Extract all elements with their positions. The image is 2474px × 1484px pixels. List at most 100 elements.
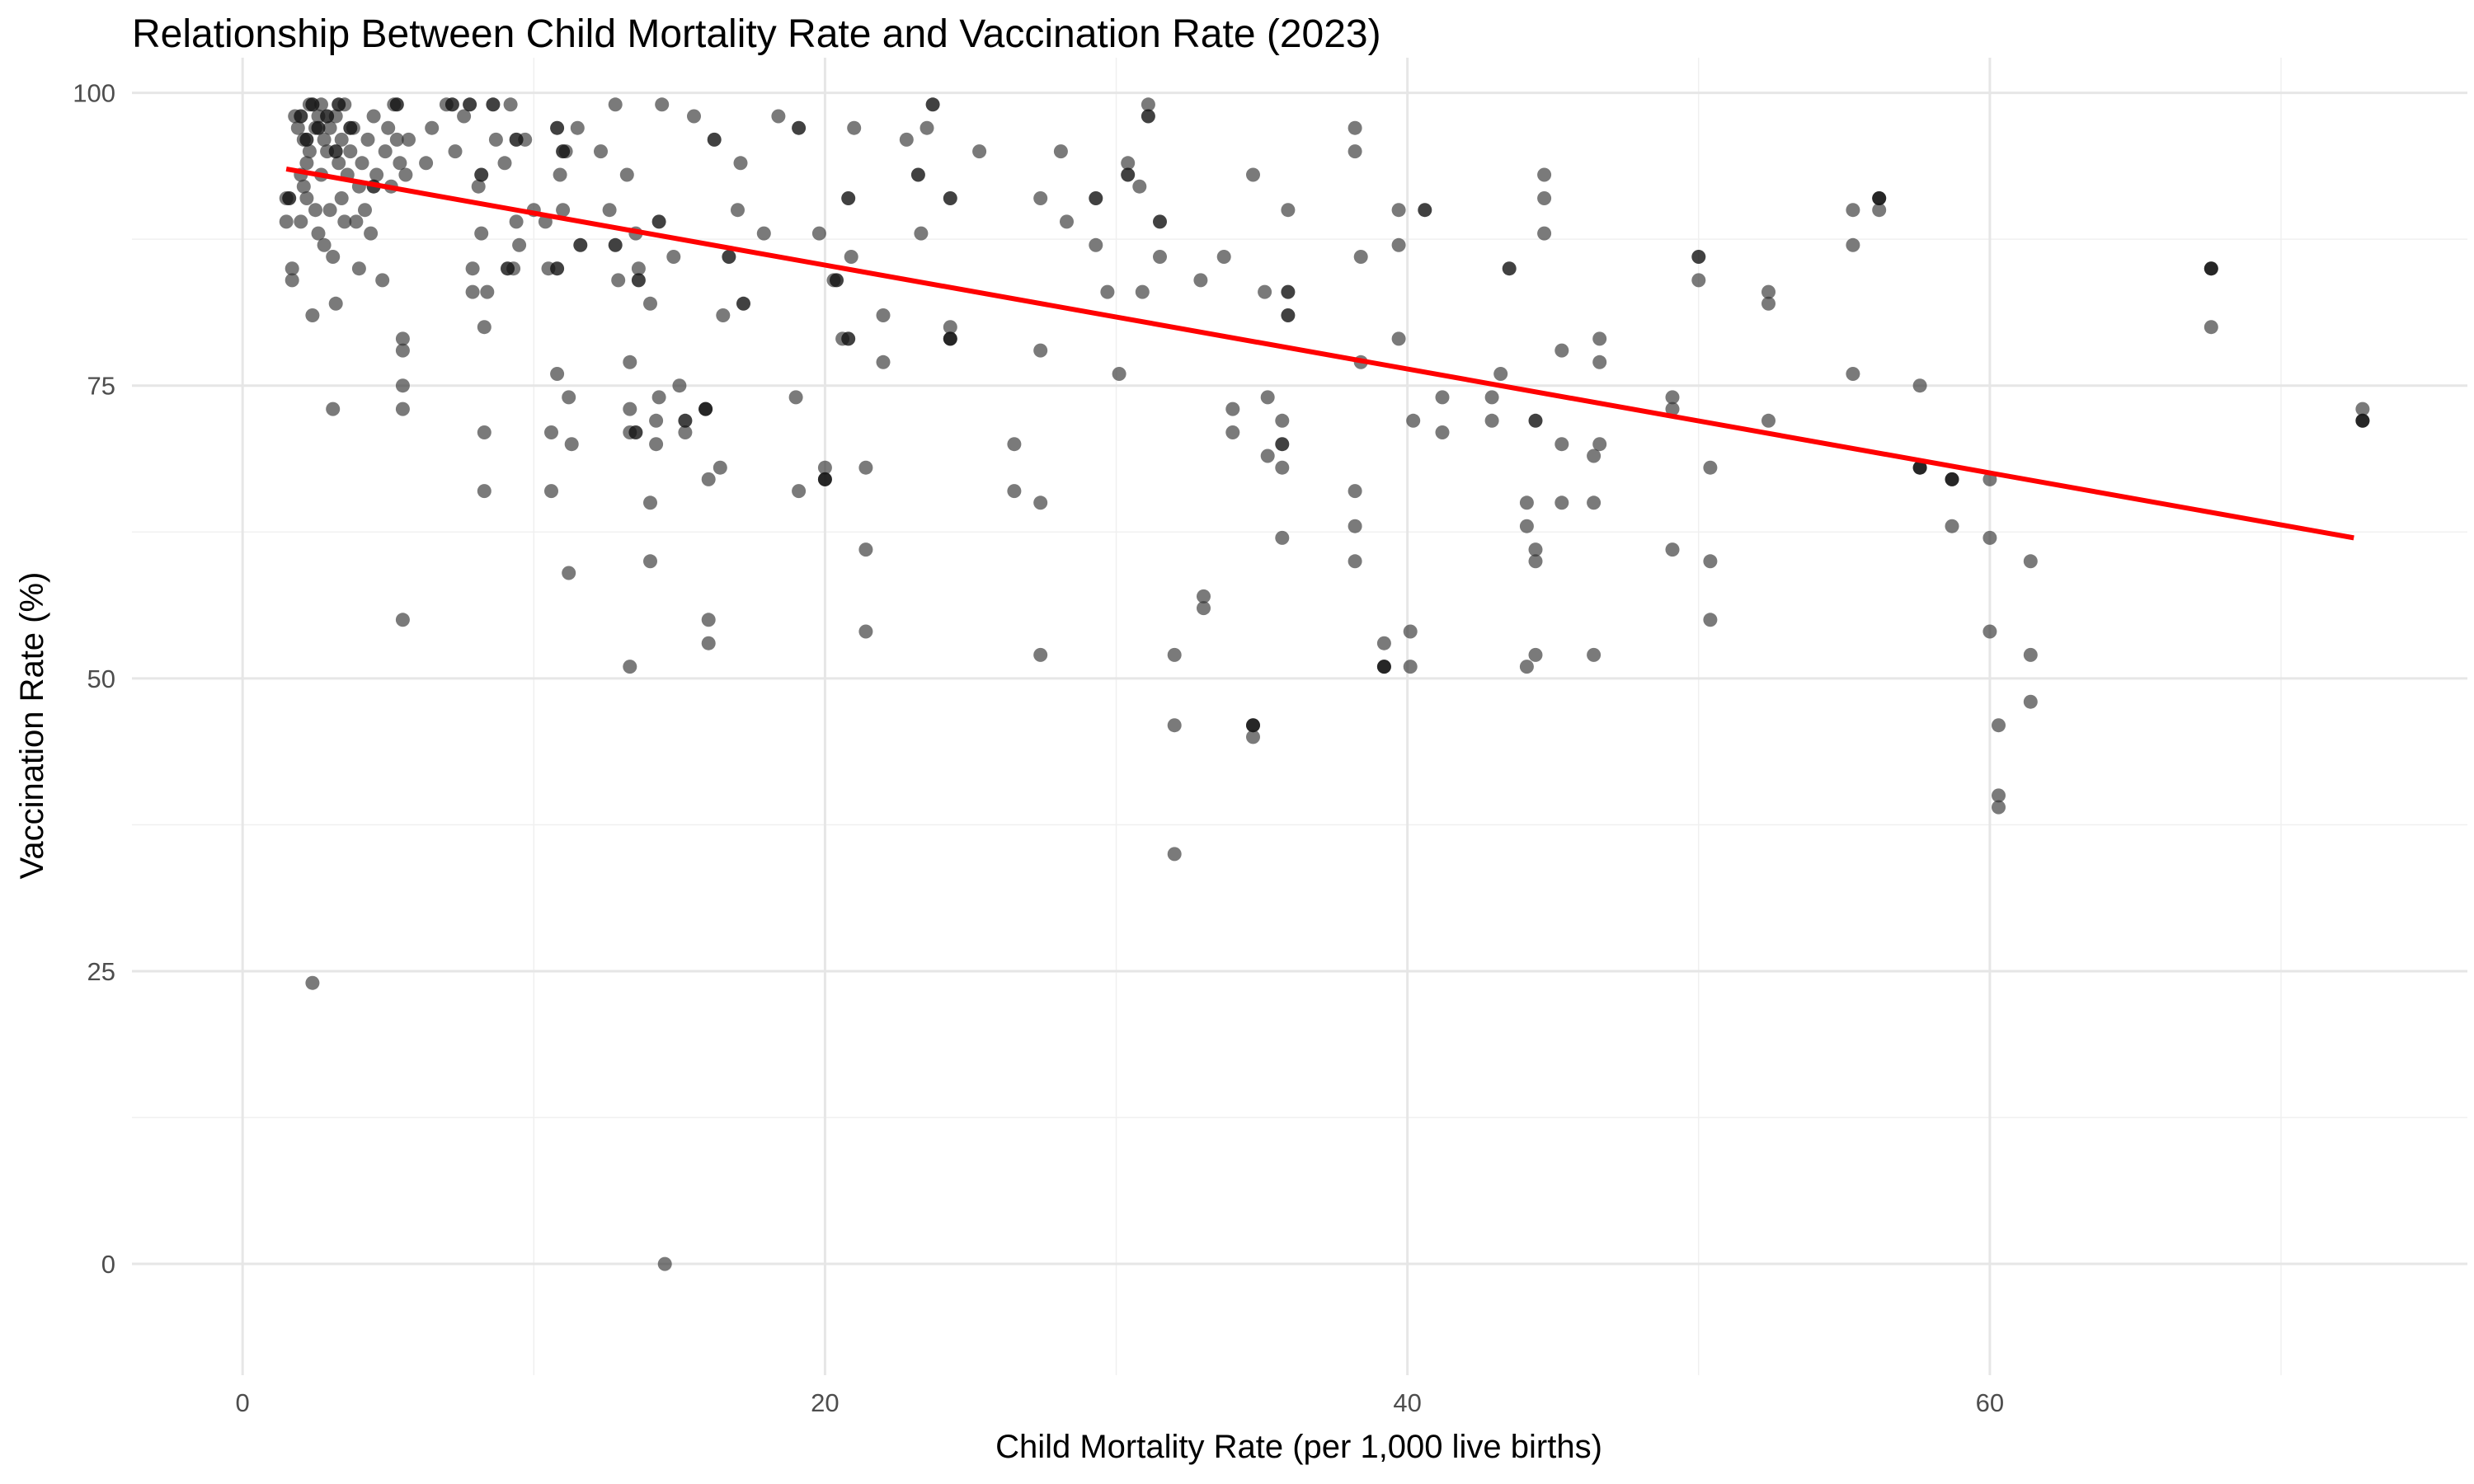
x-tick-label: 60 [1976, 1388, 2004, 1417]
x-axis-title: Child Mortality Rate (per 1,000 live bir… [995, 1429, 1602, 1465]
data-point [1197, 601, 1211, 616]
trend-line [285, 166, 2354, 541]
data-point [332, 156, 346, 171]
data-point [847, 120, 862, 135]
data-point [1592, 331, 1607, 346]
data-point [1089, 191, 1103, 205]
data-point [1945, 519, 1959, 533]
data-point [398, 167, 413, 182]
chart-title: Relationship Between Child Mortality Rat… [132, 12, 1381, 56]
data-point [643, 296, 657, 311]
data-point [1912, 460, 1927, 475]
data-point [562, 566, 576, 580]
data-point [858, 542, 873, 557]
data-point [1193, 273, 1208, 288]
data-point [1554, 343, 1569, 358]
data-point [1135, 284, 1150, 299]
data-point [311, 226, 326, 241]
data-point [716, 308, 731, 322]
data-point [1537, 226, 1552, 241]
data-point [480, 284, 495, 299]
data-point [1519, 519, 1534, 533]
data-point [1665, 542, 1680, 557]
data-point [512, 237, 527, 252]
data-point [722, 250, 736, 264]
x-tick-label: 20 [811, 1388, 839, 1417]
y-tick-label: 0 [101, 1250, 115, 1279]
data-point [701, 472, 716, 486]
data-point [687, 109, 701, 124]
data-point [841, 331, 856, 346]
data-point [556, 144, 571, 159]
data-point [474, 167, 489, 182]
data-point [1502, 261, 1517, 276]
data-point [643, 495, 657, 510]
data-point [651, 390, 666, 405]
data-point [1912, 378, 1927, 393]
data-point [389, 132, 404, 147]
data-point [611, 273, 626, 288]
data-point [910, 167, 925, 182]
data-point [858, 460, 873, 475]
data-point [643, 554, 657, 569]
data-point [1225, 425, 1240, 439]
data-point [619, 167, 634, 182]
data-point [631, 261, 646, 276]
data-point [2023, 554, 2038, 569]
data-point [570, 120, 585, 135]
y-tick-label: 25 [87, 957, 115, 986]
data-point [1484, 390, 1499, 405]
data-point [1153, 214, 1167, 229]
data-point [1281, 308, 1296, 322]
data-point [343, 144, 358, 159]
data-point [1391, 203, 1406, 218]
data-point [556, 203, 571, 218]
data-point [562, 390, 576, 405]
data-point [477, 484, 492, 499]
data-point [389, 97, 404, 112]
data-point [463, 97, 477, 112]
gridlines [132, 58, 2467, 1375]
data-point [1519, 495, 1534, 510]
data-point [1403, 624, 1418, 639]
data-point [1703, 460, 1718, 475]
tick-labels: 0 20 40 60 0 25 50 75 100 [73, 79, 2004, 1417]
data-point [332, 97, 346, 112]
data-point [1537, 191, 1552, 205]
x-tick-label: 40 [1393, 1388, 1421, 1417]
data-point [707, 132, 722, 147]
data-point [573, 237, 588, 252]
data-point [1665, 402, 1680, 416]
x-tick-label: 0 [236, 1388, 250, 1417]
data-point [841, 191, 856, 205]
data-point [1348, 519, 1362, 533]
data-point [1703, 613, 1718, 627]
data-point [550, 367, 565, 381]
data-point [509, 132, 524, 147]
data-point [1592, 437, 1607, 452]
regression-line [285, 166, 2354, 541]
data-point [1348, 484, 1362, 499]
data-points [279, 97, 2370, 1271]
data-point [1872, 191, 1887, 205]
data-point [326, 402, 341, 416]
data-point [972, 144, 987, 159]
data-point [302, 144, 317, 159]
data-point [1121, 156, 1136, 171]
data-point [311, 120, 326, 135]
data-point [290, 120, 305, 135]
data-point [299, 132, 314, 147]
data-point [305, 308, 320, 322]
data-point [1275, 460, 1290, 475]
data-point [1246, 718, 1260, 733]
data-point [1112, 367, 1126, 381]
data-point [1353, 250, 1368, 264]
data-point [308, 203, 322, 218]
data-point [608, 97, 623, 112]
data-point [544, 425, 558, 439]
data-point [1275, 437, 1290, 452]
data-point [322, 203, 337, 218]
data-point [817, 460, 832, 475]
data-point [465, 284, 480, 299]
